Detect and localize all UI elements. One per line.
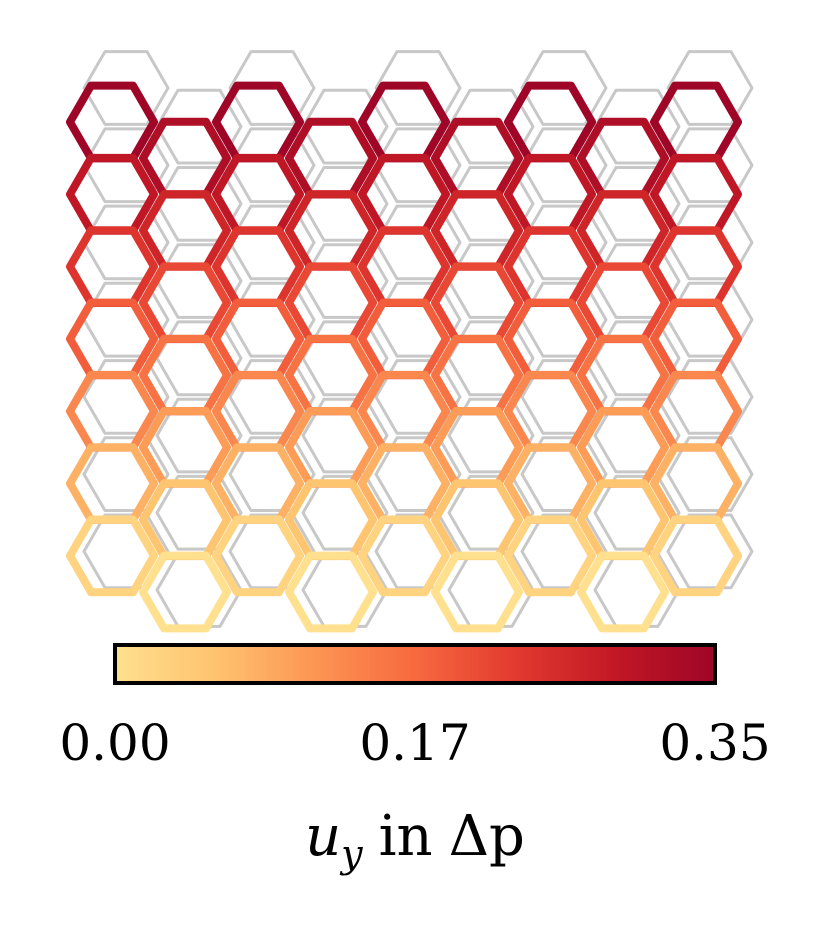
deformed-cell xyxy=(504,153,596,235)
colorbar: 0.00 0.17 0.35 uy in Δp xyxy=(59,643,771,876)
deformed-cell xyxy=(285,479,377,561)
colorbar-tick-max: 0.35 xyxy=(659,714,770,772)
deformed-cell xyxy=(431,190,523,271)
deformed-cell xyxy=(650,515,742,597)
deformed-cell xyxy=(358,153,450,235)
colorbar-label-in: in xyxy=(379,804,433,869)
deformed-cell xyxy=(66,443,158,524)
deformed-cell xyxy=(358,515,450,597)
deformed-cell xyxy=(504,81,596,163)
deformed-cell xyxy=(285,190,377,271)
deformed-cell xyxy=(650,153,742,235)
undeformed-cell xyxy=(666,436,754,512)
deformed-cell xyxy=(650,81,742,163)
colorbar-tick-min: 0.00 xyxy=(59,714,170,772)
deformed-cell xyxy=(650,443,742,524)
colorbar-tick-mid: 0.17 xyxy=(359,714,470,772)
undeformed-cell xyxy=(666,513,754,590)
deformed-cell xyxy=(212,226,304,307)
deformed-cell xyxy=(358,81,450,163)
deformed-cell xyxy=(66,81,158,163)
deformed-cell xyxy=(577,551,669,633)
deformed-cell xyxy=(212,443,304,524)
deformed-cell xyxy=(504,515,596,597)
colorbar-bar xyxy=(113,643,717,685)
deformed-cell xyxy=(285,551,377,633)
deformed-cell xyxy=(577,262,669,344)
deformed-cell xyxy=(285,117,377,199)
deformed-cell xyxy=(139,479,231,561)
deformed-cell xyxy=(504,443,596,524)
undeformed-cell xyxy=(666,281,754,358)
deformed-cell xyxy=(431,551,523,633)
undeformed-cell xyxy=(374,50,462,126)
colorbar-label-symbol: u xyxy=(305,804,341,869)
deformed-cell xyxy=(139,117,231,199)
deformed-cell xyxy=(66,298,158,380)
deformed-cell xyxy=(577,190,669,271)
deformed-cell xyxy=(431,262,523,344)
undeformed-cell xyxy=(666,359,754,435)
deformed-cell xyxy=(212,515,304,597)
deformed-cell xyxy=(66,515,158,597)
deformed-cell xyxy=(139,190,231,271)
deformed-cell xyxy=(358,443,450,524)
deformed-cell xyxy=(139,551,231,633)
deformed-cell xyxy=(577,117,669,199)
deformed-cell xyxy=(431,479,523,561)
deformed-cell xyxy=(212,81,304,163)
colorbar-axis-label: uy in Δp xyxy=(305,804,525,876)
deformed-cell xyxy=(66,226,158,307)
undeformed-cell xyxy=(228,50,316,126)
deformed-cell xyxy=(577,479,669,561)
undeformed-cell xyxy=(82,50,170,126)
deformed-cell xyxy=(431,117,523,199)
deformed-cell xyxy=(650,226,742,307)
colorbar-label-subscript: y xyxy=(339,832,363,876)
deformed-cell xyxy=(212,153,304,235)
colorbar-label-delta: Δp xyxy=(449,804,525,869)
deformed-cell xyxy=(66,153,158,235)
deformed-cell xyxy=(139,262,231,344)
deformed-cell xyxy=(504,226,596,307)
deformed-cell xyxy=(285,262,377,344)
undeformed-cell xyxy=(666,50,754,126)
deformed-lattice xyxy=(66,81,742,633)
deformed-cell xyxy=(358,226,450,307)
undeformed-cell xyxy=(520,50,608,126)
